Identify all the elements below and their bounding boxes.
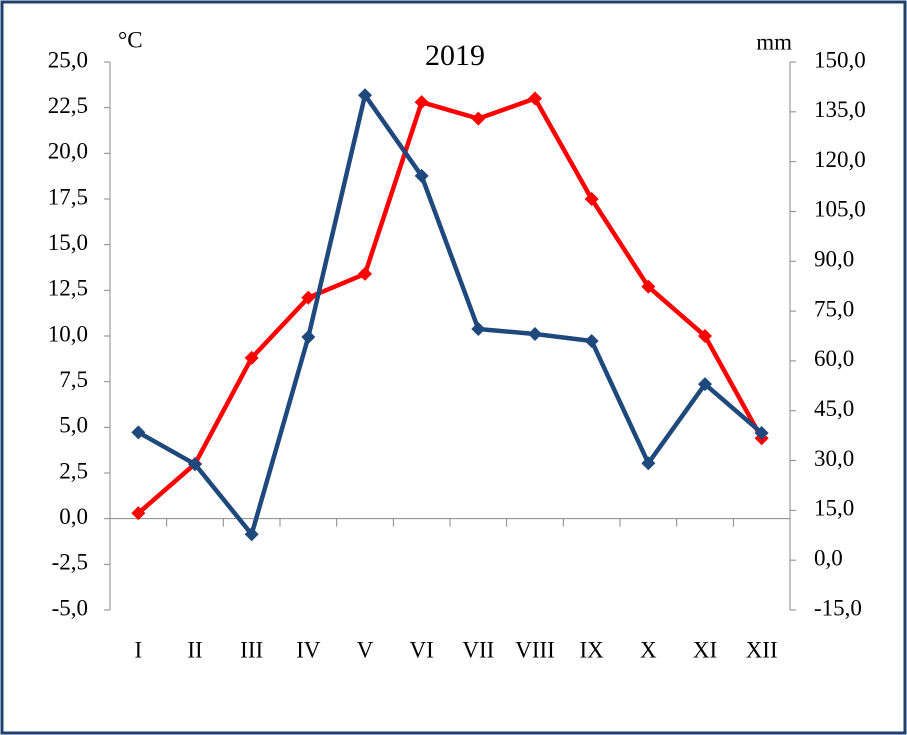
- y-axis-unit: °C: [118, 27, 143, 52]
- y2-tick-label: 75,0: [814, 296, 854, 321]
- y-tick-label: 12,5: [48, 276, 88, 301]
- marker: [754, 425, 769, 440]
- marker: [471, 111, 486, 126]
- y2-tick-label: 120,0: [814, 147, 866, 172]
- x-tick-label: II: [187, 637, 202, 662]
- marker: [131, 506, 146, 521]
- marker: [188, 457, 202, 472]
- x-tick-label: V: [357, 637, 374, 662]
- marker: [584, 192, 599, 206]
- y-tick-label: -2,5: [52, 550, 88, 575]
- y2-tick-label: 60,0: [814, 346, 854, 371]
- marker: [414, 168, 429, 183]
- y2-tick-label: -15,0: [814, 595, 862, 620]
- x-tick-label: III: [240, 637, 263, 662]
- y-tick-label: 15,0: [48, 230, 88, 255]
- y-tick-label: 5,0: [59, 413, 88, 438]
- x-tick-label: IX: [580, 637, 605, 662]
- marker: [244, 350, 259, 365]
- y2-tick-label: 45,0: [814, 396, 854, 421]
- y2-tick-label: 90,0: [814, 247, 854, 272]
- y2-tick-label: 105,0: [814, 197, 866, 222]
- y-tick-label: 25,0: [48, 47, 88, 72]
- y-tick-label: 17,5: [48, 184, 88, 209]
- y2-tick-label: 15,0: [814, 496, 854, 521]
- marker: [641, 456, 656, 471]
- y2-tick-label: 135,0: [814, 97, 866, 122]
- y2-tick-label: 0,0: [814, 545, 843, 570]
- y-tick-label: 10,0: [48, 321, 88, 346]
- x-tick-label: XII: [746, 637, 778, 662]
- x-tick-label: VII: [462, 637, 494, 662]
- marker: [528, 327, 542, 342]
- marker: [528, 91, 542, 106]
- x-tick-label: VIII: [515, 637, 555, 662]
- y-tick-label: 7,5: [59, 367, 88, 392]
- marker: [358, 266, 372, 281]
- y-tick-label: -5,0: [52, 595, 88, 620]
- y-tick-label: 22,5: [48, 93, 88, 118]
- marker: [584, 333, 599, 348]
- y-tick-label: 2,5: [59, 458, 88, 483]
- y2-tick-label: 150,0: [814, 47, 866, 72]
- y2-axis-unit: mm: [756, 29, 792, 54]
- x-tick-label: XI: [693, 637, 717, 662]
- series-line: [136, 96, 764, 515]
- marker: [301, 290, 316, 305]
- x-tick-label: I: [134, 637, 142, 662]
- marker: [471, 322, 486, 337]
- chart-title: 2019: [425, 39, 485, 72]
- marker: [641, 279, 656, 294]
- marker: [358, 88, 372, 103]
- marker: [414, 95, 429, 110]
- y2-tick-label: 30,0: [814, 446, 854, 471]
- marker: [244, 527, 259, 542]
- marker: [698, 377, 712, 392]
- x-tick-label: VI: [410, 637, 434, 662]
- series-line: [137, 92, 764, 537]
- marker: [131, 425, 146, 440]
- marker: [698, 329, 712, 343]
- y-tick-label: 0,0: [59, 504, 88, 529]
- x-tick-label: X: [640, 637, 657, 662]
- y-tick-label: 20,0: [48, 139, 88, 164]
- marker: [301, 329, 316, 344]
- x-tick-label: IV: [296, 637, 321, 662]
